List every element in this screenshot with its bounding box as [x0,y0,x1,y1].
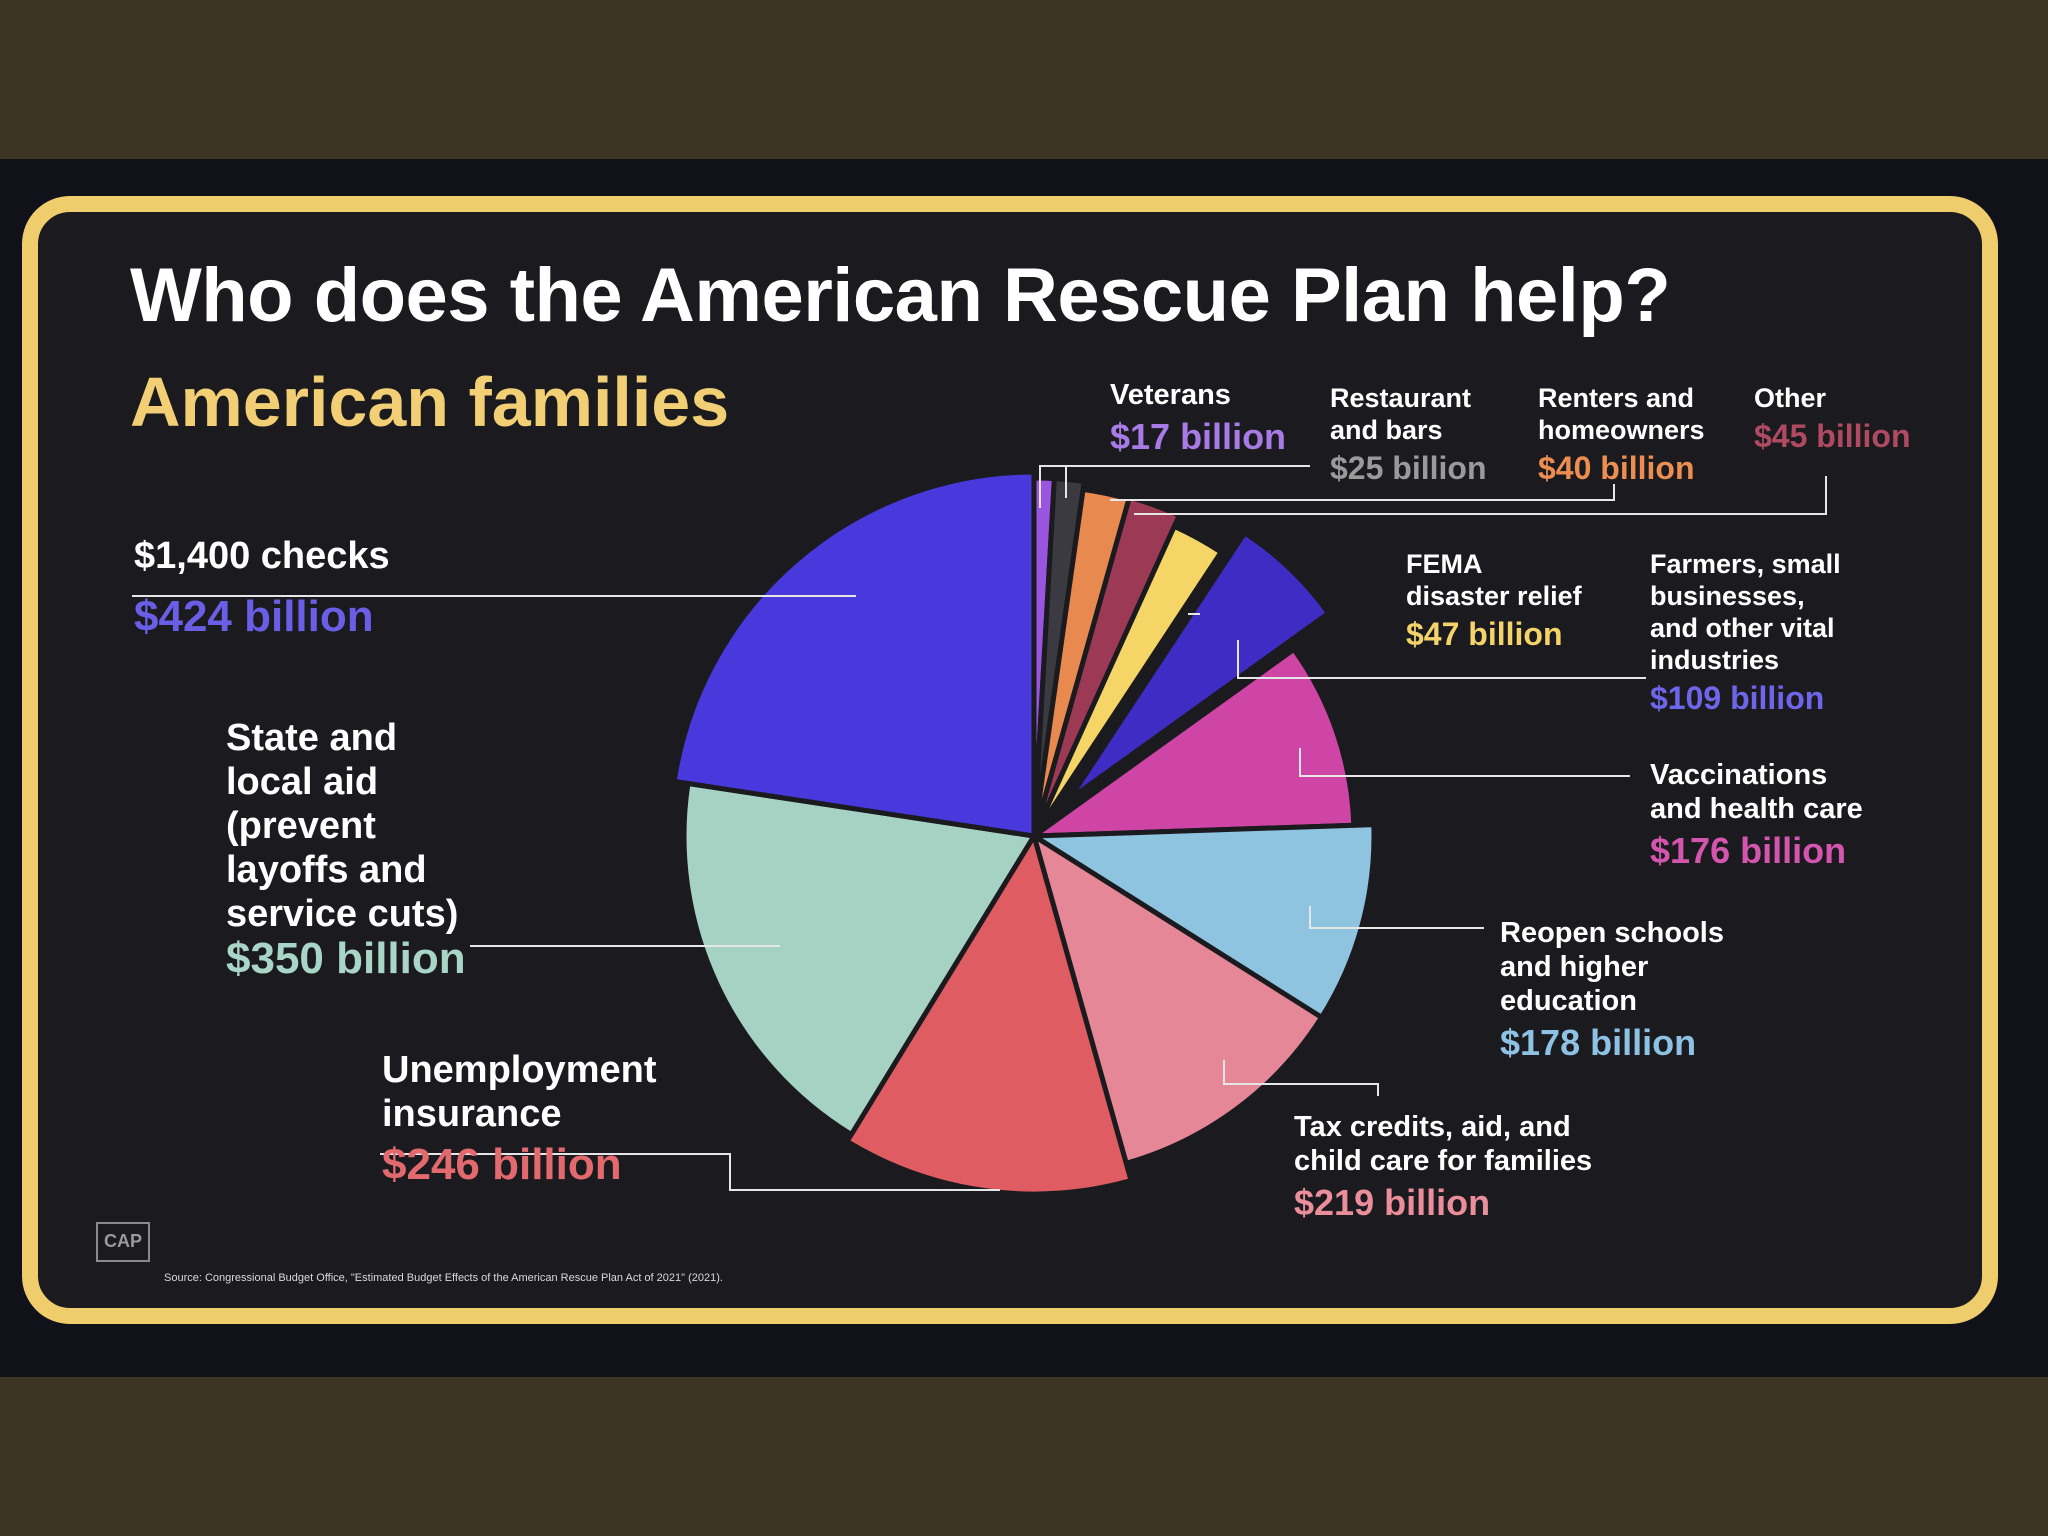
slice-label-line: service cuts) [226,893,459,935]
slice-value: $424 billion [134,592,374,641]
slice-label-line: disaster relief [1406,581,1582,611]
leader-line-unemployment-insurance [380,1153,1000,1191]
slice-label-line: education [1500,985,1637,1017]
slice-value: $176 billion [1650,830,1847,871]
pie-slice-vaccinations-and-health-care [1031,646,1357,839]
slice-label-line: businesses, [1650,581,1805,611]
pie-slice-state-and-local-aid-prevent-layoffs-and-service-cuts [681,780,1037,1138]
slice-label-vaccinations-and-health-care: Vaccinations and health care $176 billion [1650,758,1863,872]
slice-label-tax-credits-aid-and-child-care-for-families: Tax credits, aid, and child care for fami… [1294,1110,1592,1224]
leader-line-renters-and-homeowners [1110,484,1615,501]
slice-value: $17 billion [1110,416,1287,457]
slice-label-other: Other $45 billion [1754,382,1910,455]
page-title: Who does the American Rescue Plan help? [130,253,1671,338]
slice-label-line: homeowners [1538,415,1705,445]
slice-label-line: Reopen schools [1500,917,1724,949]
leader-line-other [1134,476,1827,515]
leader-line-tax-credits-aid-and-child-care-for-families [1223,1060,1379,1096]
slice-value: $219 billion [1294,1182,1491,1223]
slice-label-line: and health care [1650,793,1863,825]
slice-value: $47 billion [1406,616,1563,652]
slice-label-line: and higher [1500,951,1649,983]
pie-slice-farmers-small-businesses-and-other-vital-industries [1066,530,1332,803]
slice-label-1-400-checks: $1,400 checks $424 billion [134,534,390,642]
leader-line-vaccinations-and-health-care [1299,748,1630,777]
pie-slice-1-400-checks [671,469,1037,839]
slice-label-line: Renters and [1538,383,1695,413]
slice-label-line: FEMA [1406,549,1483,579]
slice-label-line: (prevent [226,805,376,847]
slice-label-line: child care for families [1294,1145,1593,1177]
slice-label-line: Tax credits, aid, and [1294,1111,1571,1143]
slice-value: $40 billion [1538,450,1695,486]
cap-logo: CAP [96,1222,150,1262]
pie-slice-fema-disaster-relief [1031,523,1224,839]
slice-value: $350 billion [226,934,466,983]
leader-line-farmers-small-businesses-and-other-vital-industries [1237,640,1646,679]
pie-slice-tax-credits-aid-and-child-care-for-families [1031,833,1325,1166]
slice-label-state-and-local-aid-prevent-layoffs-and-service-cuts: State and local aid (prevent layoffs and ser… [226,716,466,984]
slice-label-line: insurance [382,1093,562,1135]
slice-value: $109 billion [1650,680,1825,716]
pie-slice-reopen-schools-and-higher-education [1031,822,1377,1020]
slice-label-line: local aid [226,761,379,803]
slice-value: $45 billion [1754,418,1911,454]
slice-value: $178 billion [1500,1022,1697,1063]
slice-label-line: Farmers, small [1650,549,1841,579]
slice-label-line: Vaccinations [1650,759,1828,791]
slice-label-reopen-schools-and-higher-education: Reopen schools and higher education $178 bi… [1500,916,1724,1064]
slice-label-line: $1,400 checks [134,535,390,577]
slice-label-farmers-small-businesses-and-other-vital-industries: Farmers, small businesses, and other vital… [1650,548,1841,717]
slice-label-unemployment-insurance: Unemployment insurance $246 billion [382,1048,656,1190]
slice-label-line: layoffs and [226,849,427,891]
slice-label-renters-and-homeowners: Renters and homeowners $40 billion [1538,382,1705,487]
slice-label-line: industries [1650,645,1780,675]
page-subtitle: American families [130,363,730,441]
slice-value: $25 billion [1330,450,1487,486]
slice-label-restaurant-and-bars: Restaurant and bars $25 billion [1330,382,1486,487]
slice-label-fema-disaster-relief: FEMA disaster relief $47 billion [1406,548,1582,653]
slice-label-line: Other [1754,383,1827,413]
slice-label-line: Unemployment [382,1049,657,1091]
slice-value: $246 billion [382,1140,622,1189]
slice-label-line: and bars [1330,415,1443,445]
slice-label-line: and other vital [1650,613,1835,643]
slice-label-line: Restaurant [1330,383,1472,413]
slice-label-line: Veterans [1110,379,1231,411]
leader-line-restaurant-and-bars [1065,465,1310,498]
leader-line-reopen-schools-and-higher-education [1309,906,1484,929]
slice-label-line: State and [226,717,398,759]
slice-label-veterans: Veterans $17 billion [1110,378,1286,458]
source-note: Source: Congressional Budget Office, "Es… [164,1272,723,1284]
